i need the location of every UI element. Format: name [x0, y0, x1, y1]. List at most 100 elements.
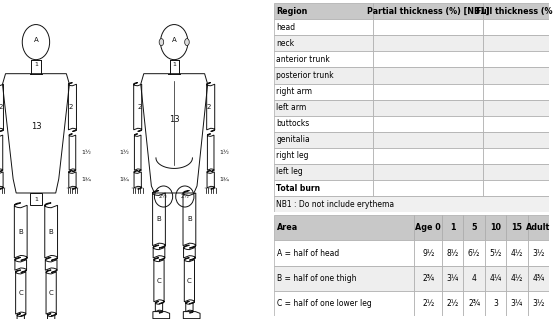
- Bar: [274, 215, 415, 241]
- Text: anterior trunk: anterior trunk: [276, 55, 330, 64]
- Text: right arm: right arm: [276, 87, 312, 96]
- Text: 1: 1: [34, 197, 38, 202]
- Text: neck: neck: [276, 39, 295, 48]
- Text: 1¾: 1¾: [119, 177, 129, 182]
- Text: 13: 13: [169, 115, 180, 124]
- Text: 2½: 2½: [180, 194, 189, 199]
- Text: 10: 10: [490, 223, 501, 232]
- Text: 1½: 1½: [119, 150, 129, 155]
- Bar: [463, 291, 485, 316]
- Text: buttocks: buttocks: [276, 119, 310, 128]
- Bar: [373, 84, 483, 100]
- Bar: [507, 265, 528, 291]
- Bar: [373, 132, 483, 148]
- Text: 2¾: 2¾: [422, 274, 434, 283]
- Text: 2: 2: [137, 104, 142, 110]
- Text: 3½: 3½: [532, 299, 545, 308]
- Text: 4¾: 4¾: [533, 274, 545, 283]
- Text: 4½: 4½: [511, 274, 523, 283]
- Bar: [373, 148, 483, 164]
- Bar: [274, 196, 549, 212]
- Bar: [507, 215, 528, 241]
- Bar: [415, 265, 442, 291]
- Bar: [373, 35, 483, 51]
- Bar: [415, 241, 442, 265]
- Text: Total burn: Total burn: [276, 183, 321, 193]
- Bar: [507, 241, 528, 265]
- Text: 2: 2: [0, 104, 3, 110]
- Text: 1¾: 1¾: [81, 177, 91, 182]
- Text: 4½: 4½: [511, 249, 523, 257]
- Bar: [373, 180, 483, 196]
- Bar: [483, 132, 549, 148]
- Bar: [528, 265, 549, 291]
- Bar: [483, 180, 549, 196]
- Bar: [485, 291, 507, 316]
- Text: Area: Area: [277, 223, 298, 232]
- Text: 2: 2: [207, 104, 211, 110]
- Bar: [373, 51, 483, 68]
- Bar: [483, 116, 549, 132]
- Text: left leg: left leg: [276, 167, 303, 176]
- Text: posterior trunk: posterior trunk: [276, 71, 334, 80]
- Bar: [415, 291, 442, 316]
- Bar: [274, 148, 373, 164]
- Bar: [442, 241, 463, 265]
- Text: Age 0: Age 0: [415, 223, 441, 232]
- Bar: [442, 215, 463, 241]
- Text: 4¼: 4¼: [489, 274, 502, 283]
- Bar: [274, 84, 373, 100]
- Bar: [463, 215, 485, 241]
- Text: genitalia: genitalia: [276, 135, 310, 144]
- Text: 3½: 3½: [532, 249, 545, 257]
- Text: 2: 2: [69, 104, 73, 110]
- Text: 2½: 2½: [447, 299, 459, 308]
- Bar: [483, 100, 549, 116]
- Text: B: B: [49, 229, 54, 234]
- Text: 3: 3: [493, 299, 498, 308]
- Bar: [528, 291, 549, 316]
- Text: Region: Region: [276, 7, 308, 16]
- Bar: [373, 100, 483, 116]
- Bar: [483, 35, 549, 51]
- Bar: [373, 3, 483, 19]
- Text: 2¾: 2¾: [468, 299, 480, 308]
- Bar: [274, 116, 373, 132]
- Text: 2½: 2½: [159, 194, 168, 199]
- Text: left arm: left arm: [276, 103, 307, 112]
- Bar: [274, 3, 373, 19]
- Bar: [274, 35, 373, 51]
- Text: C = half of one lower leg: C = half of one lower leg: [277, 299, 372, 308]
- Text: B: B: [187, 216, 192, 222]
- Bar: [483, 3, 549, 19]
- Text: 8½: 8½: [447, 249, 459, 257]
- Text: 9½: 9½: [422, 249, 435, 257]
- Bar: [373, 19, 483, 35]
- Text: C: C: [49, 290, 54, 296]
- Bar: [274, 291, 415, 316]
- Text: A: A: [34, 37, 38, 43]
- Text: B = half of one thigh: B = half of one thigh: [277, 274, 357, 283]
- Text: 5½: 5½: [489, 249, 502, 257]
- Bar: [463, 241, 485, 265]
- Bar: [483, 164, 549, 180]
- Text: 1: 1: [172, 63, 176, 67]
- Text: 3¼: 3¼: [511, 299, 523, 308]
- Bar: [528, 241, 549, 265]
- Text: 1: 1: [34, 63, 38, 67]
- Text: A = half of head: A = half of head: [277, 249, 340, 257]
- Text: head: head: [276, 23, 296, 32]
- Bar: [274, 19, 373, 35]
- Bar: [373, 68, 483, 84]
- Bar: [274, 265, 415, 291]
- Text: 4: 4: [472, 274, 477, 283]
- Bar: [483, 148, 549, 164]
- Bar: [415, 215, 442, 241]
- Bar: [274, 180, 373, 196]
- Text: C: C: [18, 290, 23, 296]
- Bar: [274, 51, 373, 68]
- Bar: [483, 84, 549, 100]
- Bar: [274, 132, 373, 148]
- Bar: [485, 241, 507, 265]
- Text: Partial thickness (%) [NB1]: Partial thickness (%) [NB1]: [367, 7, 489, 16]
